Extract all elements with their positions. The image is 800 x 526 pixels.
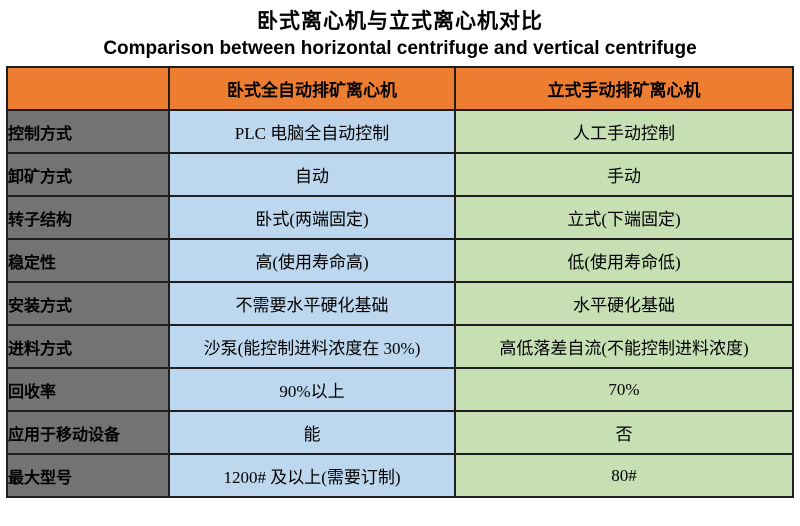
horizontal-value: 沙泵(能控制进料浓度在 30%) <box>168 324 456 369</box>
horizontal-value: 卧式(两端固定) <box>168 195 456 240</box>
horizontal-value: 不需要水平硬化基础 <box>168 281 456 326</box>
table-row: 回收率 90%以上 70% <box>6 367 794 412</box>
row-label: 最大型号 <box>6 453 170 498</box>
horizontal-value: PLC 电脑全自动控制 <box>168 109 456 154</box>
row-label: 回收率 <box>6 367 170 412</box>
row-label: 安装方式 <box>6 281 170 326</box>
vertical-value: 80# <box>454 453 794 498</box>
table-header-row: 卧式全自动排矿离心机 立式手动排矿离心机 <box>6 66 794 111</box>
header-vertical-centrifuge: 立式手动排矿离心机 <box>454 66 794 111</box>
header-corner-cell <box>6 66 170 111</box>
table-row: 转子结构 卧式(两端固定) 立式(下端固定) <box>6 195 794 240</box>
horizontal-value: 90%以上 <box>168 367 456 412</box>
row-label: 卸矿方式 <box>6 152 170 197</box>
table-row: 最大型号 1200# 及以上(需要订制) 80# <box>6 453 794 498</box>
row-label: 转子结构 <box>6 195 170 240</box>
title-block: 卧式离心机与立式离心机对比 Comparison between horizon… <box>0 0 800 62</box>
vertical-value: 70% <box>454 367 794 412</box>
row-label: 进料方式 <box>6 324 170 369</box>
page-title: 卧式离心机与立式离心机对比 <box>257 10 543 33</box>
vertical-value: 高低落差自流(不能控制进料浓度) <box>454 324 794 369</box>
horizontal-value: 自动 <box>168 152 456 197</box>
table-row: 进料方式 沙泵(能控制进料浓度在 30%) 高低落差自流(不能控制进料浓度) <box>6 324 794 369</box>
table-row: 安装方式 不需要水平硬化基础 水平硬化基础 <box>6 281 794 326</box>
table-row: 控制方式 PLC 电脑全自动控制 人工手动控制 <box>6 109 794 154</box>
row-label: 应用于移动设备 <box>6 410 170 455</box>
vertical-value: 人工手动控制 <box>454 109 794 154</box>
vertical-value: 低(使用寿命低) <box>454 238 794 283</box>
vertical-value: 手动 <box>454 152 794 197</box>
header-horizontal-centrifuge: 卧式全自动排矿离心机 <box>168 66 456 111</box>
row-label: 稳定性 <box>6 238 170 283</box>
horizontal-value: 1200# 及以上(需要订制) <box>168 453 456 498</box>
vertical-value: 水平硬化基础 <box>454 281 794 326</box>
table-row: 应用于移动设备 能 否 <box>6 410 794 455</box>
vertical-value: 立式(下端固定) <box>454 195 794 240</box>
comparison-table: 卧式全自动排矿离心机 立式手动排矿离心机 控制方式 PLC 电脑全自动控制 人工… <box>6 66 794 498</box>
vertical-value: 否 <box>454 410 794 455</box>
horizontal-value: 能 <box>168 410 456 455</box>
horizontal-value: 高(使用寿命高) <box>168 238 456 283</box>
table-row: 稳定性 高(使用寿命高) 低(使用寿命低) <box>6 238 794 283</box>
page-subtitle: Comparison between horizontal centrifuge… <box>103 38 697 59</box>
table-row: 卸矿方式 自动 手动 <box>6 152 794 197</box>
row-label: 控制方式 <box>6 109 170 154</box>
